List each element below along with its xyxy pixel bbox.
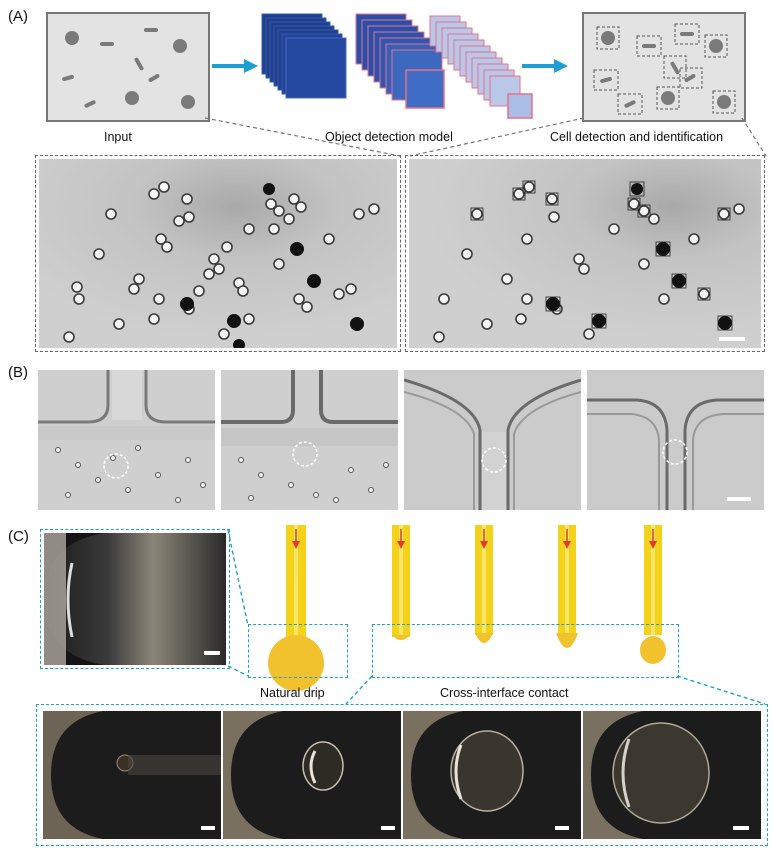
input-cells-drawing (62, 28, 195, 109)
micrograph-input-frame (35, 155, 401, 352)
zoom-guide-lines (204, 117, 767, 157)
detected-cells-image (409, 159, 761, 348)
natural-drip-frame (248, 624, 348, 678)
needle-contact-1 (392, 525, 410, 640)
scale-bar (201, 826, 215, 830)
channel-image-4 (587, 370, 764, 510)
droplet-photo-3 (403, 711, 581, 839)
layer-stack-light (429, 15, 533, 119)
scale-bar (727, 497, 751, 501)
yeast-cells-image (39, 159, 397, 348)
droplet-photo-4 (583, 711, 761, 839)
needle-contact-2 (475, 525, 493, 643)
scale-bar (719, 337, 745, 341)
microchannel-drawing (38, 370, 215, 510)
model-layers-drawing (261, 13, 533, 119)
input-schematic (46, 12, 210, 122)
layer-stack-dark (261, 13, 347, 99)
scale-bar (555, 826, 569, 830)
droplet-photo-2 (223, 711, 401, 839)
droplet-photo-1 (43, 711, 221, 839)
micrograph-input (39, 159, 397, 348)
output-cells-drawing (593, 23, 736, 115)
channel-image-1 (38, 370, 215, 510)
layer-stack-mid (355, 13, 445, 109)
model-caption: Object detection model (325, 130, 453, 144)
needle-contact-3 (556, 525, 578, 648)
natural-drip-caption: Natural drip (260, 686, 325, 700)
micrograph-output (409, 159, 761, 348)
cross-interface-frame (372, 624, 679, 678)
needle-closeup-frame (40, 529, 230, 669)
microchannel-drawing (587, 370, 764, 510)
panel-b-label: (B) (8, 364, 28, 381)
cyan-guide-lines (227, 529, 766, 705)
channel-image-2 (221, 370, 398, 510)
arrow-right-icon (212, 59, 258, 73)
micrograph-output-frame (405, 155, 765, 352)
needle-tip-photo (44, 533, 226, 665)
needle-droplet-photo (223, 711, 401, 839)
channel-image-3 (404, 370, 581, 510)
needle-closeup-image (44, 533, 226, 665)
scale-bar (381, 826, 395, 830)
scale-bar (733, 826, 749, 830)
droplet-sequence-frame (36, 704, 768, 846)
needle-droplet-photo (403, 711, 581, 839)
output-schematic (582, 12, 746, 122)
needle-droplet-photo (583, 711, 761, 839)
needle-droplet-photo (43, 711, 221, 839)
microchannel-drawing (404, 370, 581, 510)
microchannel-drawing (221, 370, 398, 510)
input-caption: Input (104, 130, 132, 144)
needle-schematics (268, 525, 666, 691)
cross-interface-caption: Cross-interface contact (440, 686, 569, 700)
panel-a-label: (A) (8, 8, 28, 25)
arrow-right-icon (522, 59, 568, 73)
panel-c-label: (C) (8, 528, 29, 545)
output-caption: Cell detection and identification (550, 130, 724, 144)
scale-bar (204, 651, 220, 655)
needle-contact-4 (640, 525, 666, 664)
